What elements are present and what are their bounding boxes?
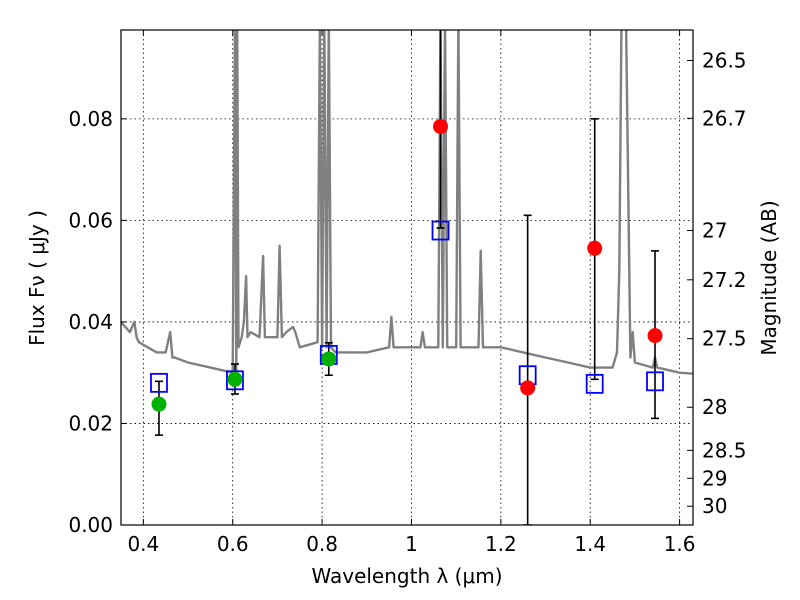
marker-layer [150,118,664,412]
y-tick-label: 0.06 [68,208,113,232]
model-point [431,220,450,241]
y-tick-label: 0.00 [68,513,113,537]
upper-limit-point [520,380,536,396]
x-tick-label: 1.6 [664,532,696,556]
mag-tick-label: 27 [702,219,727,243]
model-point [226,370,244,391]
y-axis-label: Flux Fν ( μJy ) [25,210,49,346]
mag-tick-label: 27.2 [702,268,747,292]
mag-tick-label: 30 [702,494,727,518]
mag-tick-label: 29 [702,466,727,490]
model-point [646,371,664,392]
model-point [150,372,168,393]
upper-limit-point [433,118,449,134]
ticks: 0.4 0.6 0.8 1 1.2 1.4 1.6 0.00 0.02 0.04 0.06 0.08 2… [68,30,747,556]
x-tick-label: 1.4 [574,532,606,556]
x-axis-label: Wavelength λ (μm) [311,564,502,588]
model-point [585,373,604,394]
detection-point [321,351,337,367]
y2-axis-label: Magnitude (AB) [757,200,781,355]
x-tick-label: 0.8 [306,532,338,556]
x-tick-label: 1.2 [485,532,517,556]
x-tick-label: 0.6 [217,532,249,556]
detection-point [151,396,167,412]
mag-tick-label: 27.5 [702,327,747,351]
detection-point [227,371,243,387]
upper-limit-point [647,328,663,344]
y-tick-label: 0.04 [68,310,113,334]
upper-limit-point [587,240,603,256]
mag-tick-label: 28.5 [702,438,747,462]
mag-tick-label: 26.7 [702,106,747,130]
mag-tick-label: 28 [702,395,727,419]
x-tick-label: 1 [405,532,418,556]
y-tick-label: 0.02 [68,411,113,435]
mag-tick-label: 26.5 [702,48,747,72]
y-tick-label: 0.08 [68,107,113,131]
x-tick-label: 0.4 [127,532,159,556]
plot-frame [120,29,694,526]
